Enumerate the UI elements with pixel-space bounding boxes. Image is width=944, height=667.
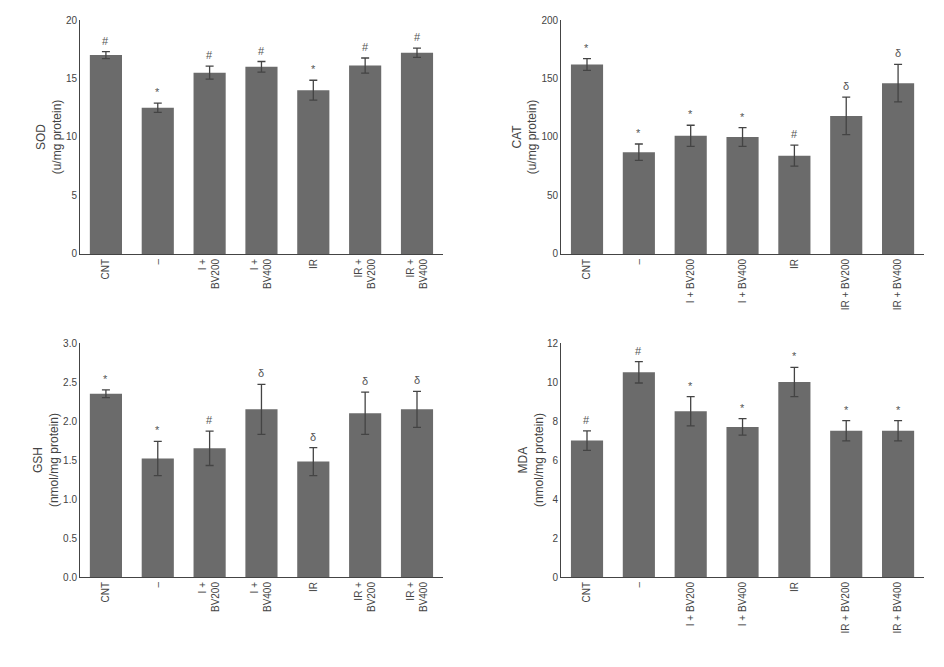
svg-text:*: *: [155, 424, 160, 436]
svg-text:1.0: 1.0: [63, 494, 77, 505]
svg-text:CNT: CNT: [581, 582, 592, 603]
svg-text:CNT: CNT: [100, 259, 111, 280]
svg-text:I + BV400: I + BV400: [737, 582, 748, 627]
svg-text:#: #: [258, 45, 265, 57]
svg-text:*: *: [740, 111, 745, 123]
svg-text:–: –: [152, 582, 163, 588]
svg-text:0: 0: [553, 572, 559, 583]
svg-text:GSH(nmol/mg protein): GSH(nmol/mg protein): [31, 413, 61, 507]
svg-text:δ: δ: [414, 374, 420, 386]
svg-text:I +BV200: I +BV200: [197, 259, 221, 289]
svg-text:*: *: [688, 380, 693, 392]
svg-text:IR + BV400: IR + BV400: [892, 259, 903, 311]
svg-text:20: 20: [66, 15, 78, 26]
svg-text:IR + BV400: IR + BV400: [892, 582, 903, 634]
svg-text:1.5: 1.5: [63, 455, 77, 466]
svg-text:*: *: [584, 42, 589, 54]
svg-text:100: 100: [541, 131, 558, 142]
svg-text:2.0: 2.0: [63, 416, 77, 427]
svg-text:–: –: [633, 582, 644, 588]
svg-text:0: 0: [553, 248, 559, 259]
svg-text:δ: δ: [895, 47, 901, 59]
svg-text:#: #: [414, 31, 421, 43]
svg-text:I +BV400: I +BV400: [249, 259, 273, 289]
svg-text:2: 2: [553, 533, 559, 544]
svg-text:–: –: [633, 259, 644, 265]
svg-text:#: #: [583, 414, 590, 426]
svg-text:*: *: [792, 350, 797, 362]
svg-text:2.5: 2.5: [63, 377, 77, 388]
svg-text:IR: IR: [789, 259, 800, 269]
svg-text:IR +BV200: IR +BV200: [353, 259, 377, 289]
svg-text:3.0: 3.0: [63, 338, 77, 349]
svg-text:CAT(u/mg protein): CAT(u/mg protein): [510, 100, 540, 175]
svg-text:10: 10: [547, 377, 559, 388]
svg-text:IR: IR: [308, 259, 319, 269]
svg-text:10: 10: [66, 131, 78, 142]
svg-text:I +BV400: I +BV400: [249, 582, 273, 612]
svg-text:I +BV200: I +BV200: [197, 582, 221, 612]
svg-text:0.0: 0.0: [63, 572, 77, 583]
svg-text:IR + BV200: IR + BV200: [840, 259, 851, 311]
svg-text:MDA(nmol/mg protein): MDA(nmol/mg protein): [516, 413, 546, 507]
svg-text:IR +BV400: IR +BV400: [405, 582, 429, 612]
svg-text:CNT: CNT: [581, 259, 592, 280]
svg-text:δ: δ: [843, 80, 849, 92]
svg-text:CNT: CNT: [100, 582, 111, 603]
svg-text:δ: δ: [310, 431, 316, 443]
svg-text:IR +BV400: IR +BV400: [405, 259, 429, 289]
svg-text:*: *: [740, 402, 745, 414]
svg-text:δ: δ: [362, 375, 368, 387]
svg-text:50: 50: [547, 190, 559, 201]
svg-text:200: 200: [541, 15, 558, 26]
svg-text:IR: IR: [789, 582, 800, 592]
svg-text:4: 4: [553, 494, 559, 505]
svg-text:8: 8: [553, 416, 559, 427]
svg-text:SOD(u/mg protein): SOD(u/mg protein): [34, 100, 64, 175]
svg-text:#: #: [206, 49, 213, 61]
svg-text:5: 5: [71, 190, 77, 201]
svg-text:IR +BV200: IR +BV200: [353, 582, 377, 612]
svg-text:*: *: [103, 373, 108, 385]
svg-text:12: 12: [547, 338, 559, 349]
svg-text:*: *: [636, 127, 641, 139]
svg-text:*: *: [896, 404, 901, 416]
svg-text:*: *: [311, 63, 316, 75]
svg-text:*: *: [155, 86, 160, 98]
svg-text:6: 6: [553, 455, 559, 466]
svg-text:*: *: [688, 108, 693, 120]
svg-text:#: #: [362, 41, 369, 53]
svg-text:#: #: [102, 35, 109, 47]
svg-text:150: 150: [541, 73, 558, 84]
svg-text:0.5: 0.5: [63, 533, 77, 544]
svg-text:–: –: [152, 259, 163, 265]
svg-text:#: #: [791, 128, 798, 140]
svg-text:IR: IR: [308, 582, 319, 592]
svg-text:0: 0: [71, 248, 77, 259]
svg-text:#: #: [635, 345, 642, 357]
svg-text:IR + BV200: IR + BV200: [840, 582, 851, 634]
svg-text:15: 15: [66, 73, 78, 84]
svg-text:δ: δ: [258, 367, 264, 379]
svg-text:I + BV400: I + BV400: [737, 259, 748, 304]
svg-text:#: #: [206, 414, 213, 426]
svg-text:I + BV200: I + BV200: [685, 259, 696, 304]
svg-text:*: *: [844, 404, 849, 416]
svg-text:I + BV200: I + BV200: [685, 582, 696, 627]
